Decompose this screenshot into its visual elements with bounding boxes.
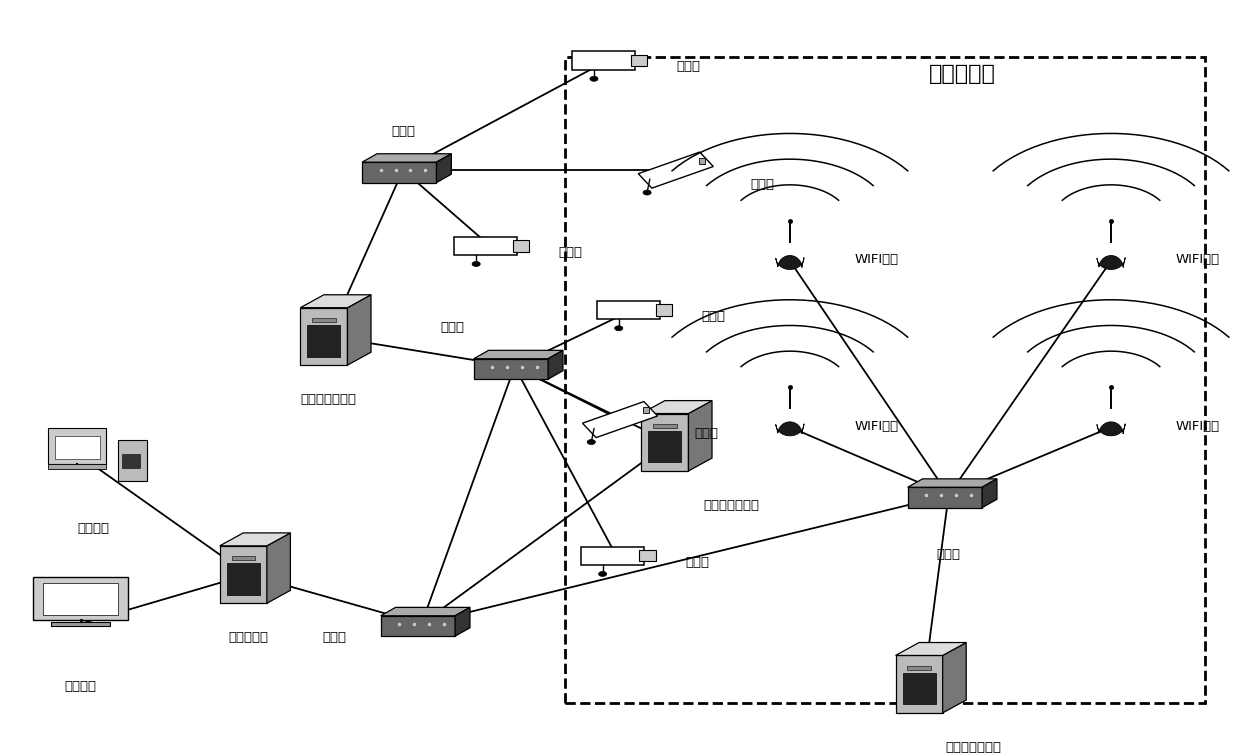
Circle shape [590, 76, 598, 82]
Polygon shape [653, 423, 677, 428]
Bar [596, 301, 660, 319]
Polygon shape [641, 401, 712, 414]
Text: WIFI探针: WIFI探针 [1176, 420, 1220, 432]
Polygon shape [583, 401, 657, 438]
Text: 摄像头: 摄像头 [676, 60, 701, 73]
Text: 摄像头: 摄像头 [701, 310, 725, 323]
Bar [48, 428, 107, 463]
Polygon shape [908, 488, 982, 508]
Bar [55, 436, 99, 460]
Circle shape [472, 262, 480, 267]
Bar [118, 441, 146, 482]
Polygon shape [300, 308, 347, 365]
Polygon shape [649, 431, 682, 463]
Bar [43, 583, 118, 615]
Text: WIFI探针: WIFI探针 [854, 253, 899, 266]
Text: 摄像头: 摄像头 [558, 246, 583, 259]
Bar [580, 547, 644, 565]
Polygon shape [1097, 422, 1125, 435]
Bar [33, 577, 128, 620]
Bar [51, 622, 110, 626]
Polygon shape [474, 359, 548, 380]
Circle shape [599, 572, 606, 577]
Polygon shape [639, 152, 713, 188]
Polygon shape [455, 607, 470, 637]
Polygon shape [908, 665, 931, 670]
Polygon shape [362, 163, 436, 182]
Polygon shape [312, 318, 336, 322]
Polygon shape [895, 643, 966, 655]
Bar [122, 454, 140, 468]
Circle shape [588, 439, 595, 445]
Text: 显示终端: 显示终端 [64, 680, 97, 693]
Text: 交换机: 交换机 [391, 125, 415, 138]
Polygon shape [895, 655, 942, 713]
Polygon shape [227, 563, 260, 595]
Polygon shape [908, 479, 997, 488]
Text: 交换机: 交换机 [322, 631, 347, 644]
Polygon shape [942, 643, 966, 713]
Polygon shape [347, 295, 371, 365]
Bar [572, 51, 635, 70]
Text: 摄像头: 摄像头 [694, 427, 719, 440]
Circle shape [644, 190, 651, 195]
Bar [454, 237, 517, 255]
Bar [631, 54, 647, 67]
Text: 管理服务器: 管理服务器 [228, 631, 268, 644]
Text: 摄像头: 摄像头 [750, 178, 775, 191]
Text: WIFI探针: WIFI探针 [1176, 253, 1220, 266]
Polygon shape [381, 607, 470, 615]
Text: 无线分析服务器: 无线分析服务器 [945, 741, 1002, 754]
Polygon shape [308, 325, 340, 357]
Bar [640, 550, 656, 562]
Text: 交换机: 交换机 [440, 321, 465, 334]
Polygon shape [903, 673, 935, 705]
Polygon shape [300, 295, 371, 308]
Polygon shape [381, 615, 455, 637]
Bar [48, 463, 107, 469]
Bar [513, 240, 529, 252]
Polygon shape [548, 350, 563, 380]
Text: WIFI探针: WIFI探针 [854, 420, 899, 432]
Text: 操作终端: 操作终端 [77, 522, 109, 534]
Bar [656, 304, 672, 316]
Polygon shape [474, 350, 563, 359]
Circle shape [615, 326, 622, 331]
Text: 摄像头: 摄像头 [684, 556, 709, 569]
Polygon shape [776, 256, 804, 269]
Polygon shape [362, 153, 451, 163]
Polygon shape [436, 153, 451, 182]
Polygon shape [267, 533, 290, 603]
Polygon shape [688, 401, 712, 471]
Text: 交换机: 交换机 [936, 548, 961, 561]
Polygon shape [219, 533, 290, 546]
Text: 视频处理服务器: 视频处理服务器 [300, 393, 357, 406]
Polygon shape [219, 546, 267, 603]
Polygon shape [1097, 256, 1125, 269]
Polygon shape [232, 556, 255, 560]
Polygon shape [982, 479, 997, 508]
Text: 受监控区域: 受监控区域 [929, 64, 996, 84]
Text: 视频处理服务器: 视频处理服务器 [703, 499, 760, 512]
Polygon shape [776, 422, 804, 435]
Polygon shape [641, 414, 688, 471]
